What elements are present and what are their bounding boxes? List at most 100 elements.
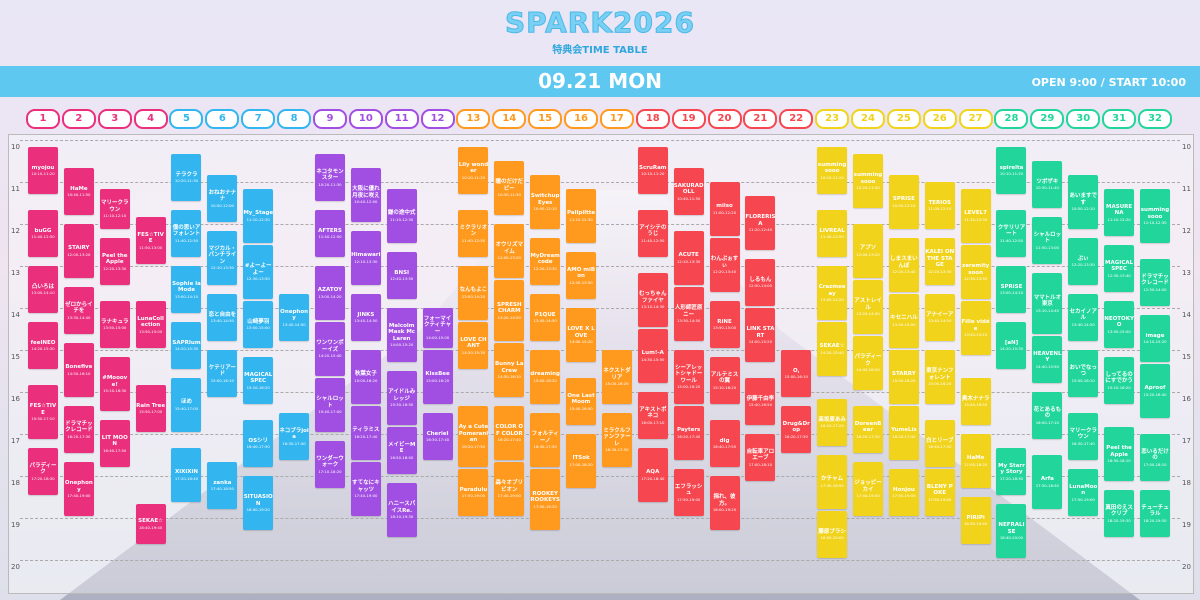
event-time: 12:30-13:50 bbox=[246, 276, 270, 281]
event-name: フォルティーノ bbox=[531, 431, 559, 444]
event-block: むっちゃんファイヤ 13:10-14:30 bbox=[637, 273, 668, 327]
event-block: 人形師匠原ニー 13:30-14:50 bbox=[673, 287, 704, 341]
event-time: 17:20-18:30 bbox=[31, 475, 55, 481]
event-name: FES☆TIVE bbox=[137, 231, 164, 245]
event-time: 10:10-11:20 bbox=[820, 174, 844, 180]
event-block: My Starry Story 17:20-18:30 bbox=[996, 448, 1027, 495]
event-block: ドラマチックレコード 16:20-17:30 bbox=[63, 406, 94, 453]
event-time: 12:20-13:30 bbox=[1071, 262, 1095, 268]
event-block: My_Stage 11:10-12:30 bbox=[243, 189, 274, 243]
event-block: ITSok 17:00-18:20 bbox=[566, 434, 597, 488]
hour-line bbox=[20, 224, 1180, 225]
event-block: LOVE CHANT 14:20-15:30 bbox=[458, 322, 489, 369]
stage-label: 27 bbox=[958, 109, 993, 129]
event-block: Drug&Drop 16:20-17:30 bbox=[781, 406, 812, 453]
event-name: しるもん bbox=[749, 276, 772, 283]
event-name: Bonefive bbox=[65, 364, 93, 371]
event-time: 11:10-12:30 bbox=[963, 216, 988, 222]
event-block: Onephony 17:40-19:00 bbox=[63, 462, 94, 516]
event-block: パラディーク 17:20-18:30 bbox=[28, 448, 58, 495]
event-name: 花とあるもの bbox=[1033, 406, 1062, 420]
event-time: 12:00-13:20 bbox=[856, 251, 880, 257]
event-block: シャルロット 11:50-13:00 bbox=[1032, 217, 1063, 264]
stage-label: 20 bbox=[707, 109, 742, 129]
event-block: しるもん 12:50-14:00 bbox=[745, 259, 776, 306]
event-name: Crazmeeay bbox=[818, 284, 846, 297]
event-time: 11:40-12:50 bbox=[318, 234, 342, 240]
event-time: 16:30-17:40 bbox=[425, 437, 450, 443]
event-time: 10:10-11:20 bbox=[641, 171, 665, 177]
event-name: テラクラ bbox=[175, 171, 198, 178]
event-name: zanka bbox=[213, 479, 232, 486]
event-name: SPRESH CHARM bbox=[497, 301, 522, 315]
event-name: エフラッシュ bbox=[674, 483, 703, 497]
event-block: アストレイル 13:20-14:40 bbox=[853, 280, 883, 334]
stage-label: 13 bbox=[456, 109, 491, 129]
event-name: ドラマチックレコード bbox=[1141, 273, 1169, 287]
event-block: #Mooove! 15:10-16:30 bbox=[99, 357, 130, 411]
event-time: 11:10-12:20 bbox=[1107, 216, 1131, 222]
event-block: しまスまいんぼ 12:20-13:40 bbox=[888, 238, 919, 292]
event-time: 15:40-16:50 bbox=[569, 405, 593, 411]
event-name: シャルロット bbox=[1033, 231, 1062, 245]
event-block: 山崎夢羽 13:50-15:00 bbox=[243, 301, 274, 348]
event-time: 12:20-13:30 bbox=[928, 268, 952, 274]
event-name: miiso bbox=[716, 203, 733, 210]
event-block: ケテリアード 15:00-16:10 bbox=[207, 350, 238, 397]
event-block: KALEI ON THE STAGE 12:20-13:30 bbox=[924, 238, 955, 285]
event-time: 10:50-12:10 bbox=[892, 202, 916, 208]
open-start: OPEN 9:00 / START 10:00 bbox=[1031, 76, 1186, 89]
event-name: Paradulu bbox=[459, 486, 488, 493]
event-time: 12:00-13:20 bbox=[67, 251, 91, 257]
event-time: 18:20-19:30 bbox=[1143, 517, 1167, 523]
event-name: MASURENA bbox=[1106, 203, 1133, 217]
event-name: ネコプラjoia bbox=[279, 427, 309, 441]
event-time: 13:40-14:50 bbox=[282, 321, 306, 327]
event-time: 12:50-14:00 bbox=[748, 283, 773, 289]
event-block: マリークラウン 16:30-17:40 bbox=[1068, 413, 1099, 460]
hour-label: 20 bbox=[11, 563, 20, 571]
event-block: AMO miBon 12:40-13:50 bbox=[566, 252, 597, 299]
event-time: 12:40-13:50 bbox=[390, 276, 414, 282]
event-block: 瞳のだけだピー 10:30-11:50 bbox=[494, 161, 525, 215]
hour-line bbox=[20, 518, 1180, 519]
event-block: おねおナナナ 10:50-12:00 bbox=[207, 175, 238, 222]
event-time: 11:50-13:00 bbox=[1035, 244, 1059, 250]
event-time: 17:50-19:00 bbox=[677, 496, 701, 502]
event-block: Crazmeeay 13:00-14:20 bbox=[817, 266, 848, 320]
event-name: zeremity soon bbox=[962, 263, 990, 276]
stage-label: 28 bbox=[994, 109, 1029, 129]
event-time: 12:00-13:20 bbox=[497, 255, 521, 260]
event-block: AZATOY 13:00-14:20 bbox=[314, 266, 345, 320]
event-time: 11:50-13:00 bbox=[138, 244, 163, 250]
event-name: feelNEO bbox=[30, 339, 56, 346]
event-name: ACUTE bbox=[678, 252, 699, 259]
event-name: LOVE X LOVE bbox=[567, 326, 595, 339]
event-name: 自転車アロエーブ bbox=[746, 448, 775, 462]
event-block: ミクラリオン 11:40-12:50 bbox=[458, 210, 489, 257]
stage-label: 21 bbox=[743, 109, 778, 129]
event-name: Himawari bbox=[351, 252, 381, 259]
event-time: 12:30-13:50 bbox=[963, 276, 988, 281]
event-time: 16:00-17:10 bbox=[1035, 419, 1059, 425]
event-name: キセニハル bbox=[890, 315, 918, 322]
hour-label: 15 bbox=[1182, 353, 1191, 361]
event-time: 13:50-15:00 bbox=[1107, 328, 1131, 334]
event-block: LEVEL7 11:10-12:30 bbox=[960, 189, 991, 243]
event-time: 15:00-16:10 bbox=[784, 374, 808, 380]
event-block: BNSI 12:40-13:50 bbox=[386, 252, 417, 299]
event-time: 15:10-16:20 bbox=[246, 384, 270, 390]
event-name: O, bbox=[792, 367, 800, 374]
event-name: STARRY bbox=[892, 371, 916, 378]
event-time: 15:10-16:30 bbox=[103, 388, 127, 393]
event-block: LunaMoon 17:50-19:00 bbox=[1068, 469, 1099, 516]
event-time: 14:20-15:30 bbox=[461, 349, 486, 355]
event-block: FES☆TIVE 11:50-13:00 bbox=[135, 217, 166, 264]
event-block: SPRESH CHARM 13:20-14:50 bbox=[494, 280, 525, 341]
event-name: ミラクルファンファーレ bbox=[603, 427, 631, 447]
event-name: LOVE CHANT bbox=[460, 336, 487, 350]
hour-label: 14 bbox=[11, 311, 20, 319]
event-time: 17:00-18:20 bbox=[963, 461, 988, 467]
event-time: 13:50-15:00 bbox=[138, 328, 163, 334]
event-time: 10:40-12:00 bbox=[354, 199, 378, 204]
